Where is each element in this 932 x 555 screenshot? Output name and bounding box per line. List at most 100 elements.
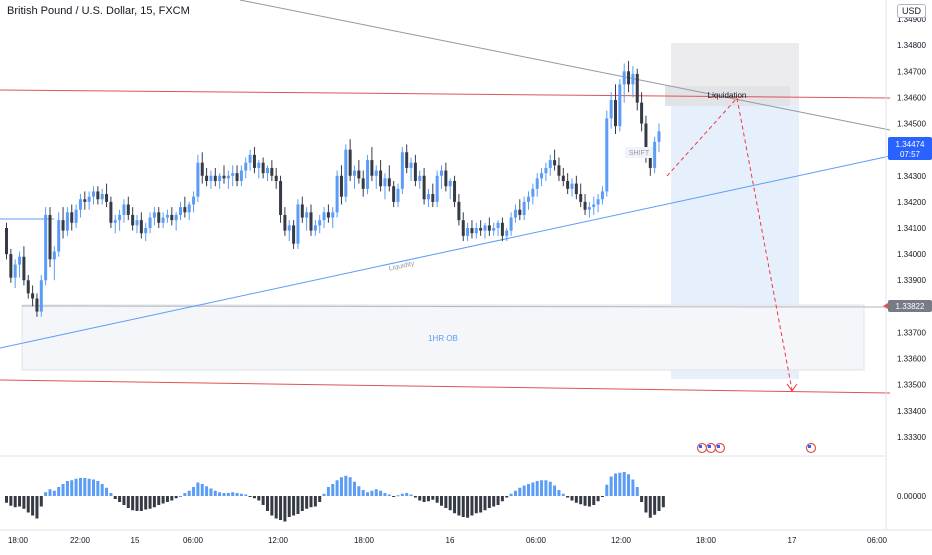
candle-body (435, 175, 439, 202)
oscillator-bar (322, 493, 326, 496)
candle-body (609, 100, 613, 119)
upper-resistance-line[interactable] (0, 89, 891, 99)
candle-body (457, 201, 461, 221)
oscillator-bar (600, 496, 604, 497)
oscillator-bar (596, 496, 600, 502)
oscillator-bar (505, 496, 509, 498)
candle-body (292, 225, 296, 244)
time-tick-label: 22:00 (70, 536, 91, 545)
liquidity-trendline[interactable] (0, 155, 891, 349)
candle-body (179, 207, 182, 215)
candle-body (444, 170, 448, 187)
candle-body (52, 251, 56, 260)
candle-body (387, 178, 391, 187)
oscillator-bar (213, 490, 217, 496)
oscillator-bar (287, 496, 291, 517)
oscillator-bar (274, 496, 278, 519)
oscillator-bar (87, 478, 91, 496)
candle-body (318, 220, 322, 226)
candle-body (622, 71, 626, 85)
time-tick-label: 15 (131, 536, 140, 545)
candle-body (583, 201, 587, 210)
candle-body (300, 204, 304, 218)
price-tick-label: 1.33400 (897, 407, 926, 416)
candle-body (648, 157, 652, 168)
candle-body (544, 167, 548, 174)
oscillator-bar (122, 496, 126, 505)
candle-body (326, 212, 330, 218)
level-price-badge[interactable] (888, 300, 932, 312)
oscillator-bar (13, 496, 17, 508)
oscillator-bar (457, 496, 461, 516)
last-price-badge[interactable] (888, 137, 932, 160)
oscillator-bar (370, 490, 374, 496)
oscillator-bar (235, 493, 239, 496)
oscillator-bar (205, 486, 209, 496)
descending-trendline[interactable] (239, 0, 891, 131)
candle-body (92, 191, 95, 197)
oscillator-bar (179, 496, 182, 497)
countdown-label: 07:57 (900, 150, 921, 159)
oscillator-bar (444, 496, 448, 508)
price-tick-label: 1.33500 (897, 381, 926, 390)
lower-target-line[interactable] (0, 379, 891, 394)
oscillator-bar (161, 496, 165, 504)
candle-body (200, 162, 204, 176)
liquidity-label: Liquidity (388, 260, 415, 272)
projection-path[interactable] (666, 96, 793, 391)
candle-body (448, 180, 452, 187)
candle-body (100, 194, 104, 200)
oscillator-bar (9, 496, 13, 506)
price-tick-label: 1.34000 (897, 250, 926, 259)
candle-body (239, 170, 243, 181)
candle-body (109, 201, 113, 223)
order-block-box[interactable] (21, 304, 865, 371)
oscillator-tick-label: 0.00000 (897, 492, 926, 501)
time-tick-label: 17 (788, 536, 797, 545)
oscillator-bar (627, 474, 631, 496)
ob-level-line[interactable] (21, 305, 887, 308)
candle-body (5, 228, 8, 255)
oscillator-bar (574, 496, 578, 503)
oscillator-bar (348, 477, 352, 496)
oscillator-bar (92, 479, 95, 496)
candle-body (522, 201, 526, 215)
candle-body (35, 298, 39, 312)
candle-body (139, 220, 143, 234)
oscillator-bar (353, 481, 356, 496)
oscillator-bar (165, 496, 169, 502)
candle-body (353, 170, 356, 176)
candle-body (213, 175, 217, 181)
oscillator-bar (74, 478, 78, 496)
oscillator-bar (279, 496, 283, 520)
oscillator-bar (513, 490, 517, 496)
oscillator-bar (266, 496, 269, 511)
oscillator-bar (31, 496, 35, 516)
candle-body (248, 154, 252, 163)
candle-body (209, 175, 213, 181)
oscillator-bar (26, 496, 30, 513)
currency-badge[interactable]: USD (896, 4, 926, 18)
candle-body (505, 230, 509, 236)
oscillator-bar (300, 496, 304, 511)
level-marker-icon (883, 303, 888, 309)
oscillator-bar (474, 496, 478, 514)
candle-body (374, 170, 378, 176)
candle-body (492, 228, 496, 231)
candle-body (96, 191, 100, 200)
oscillator-bar (48, 489, 52, 496)
oscillator-bar (644, 496, 648, 513)
candle-body (305, 212, 309, 218)
candle-body (479, 228, 483, 231)
candle-body (39, 280, 43, 312)
candle-body (500, 222, 504, 236)
oscillator-bar (118, 496, 122, 502)
oscillator-bar (148, 496, 152, 509)
oscillator-bar (422, 496, 426, 502)
candle-body (344, 149, 348, 197)
candle-body (426, 194, 430, 200)
oscillator-bar (605, 484, 609, 496)
oscillator-bar (144, 496, 148, 510)
